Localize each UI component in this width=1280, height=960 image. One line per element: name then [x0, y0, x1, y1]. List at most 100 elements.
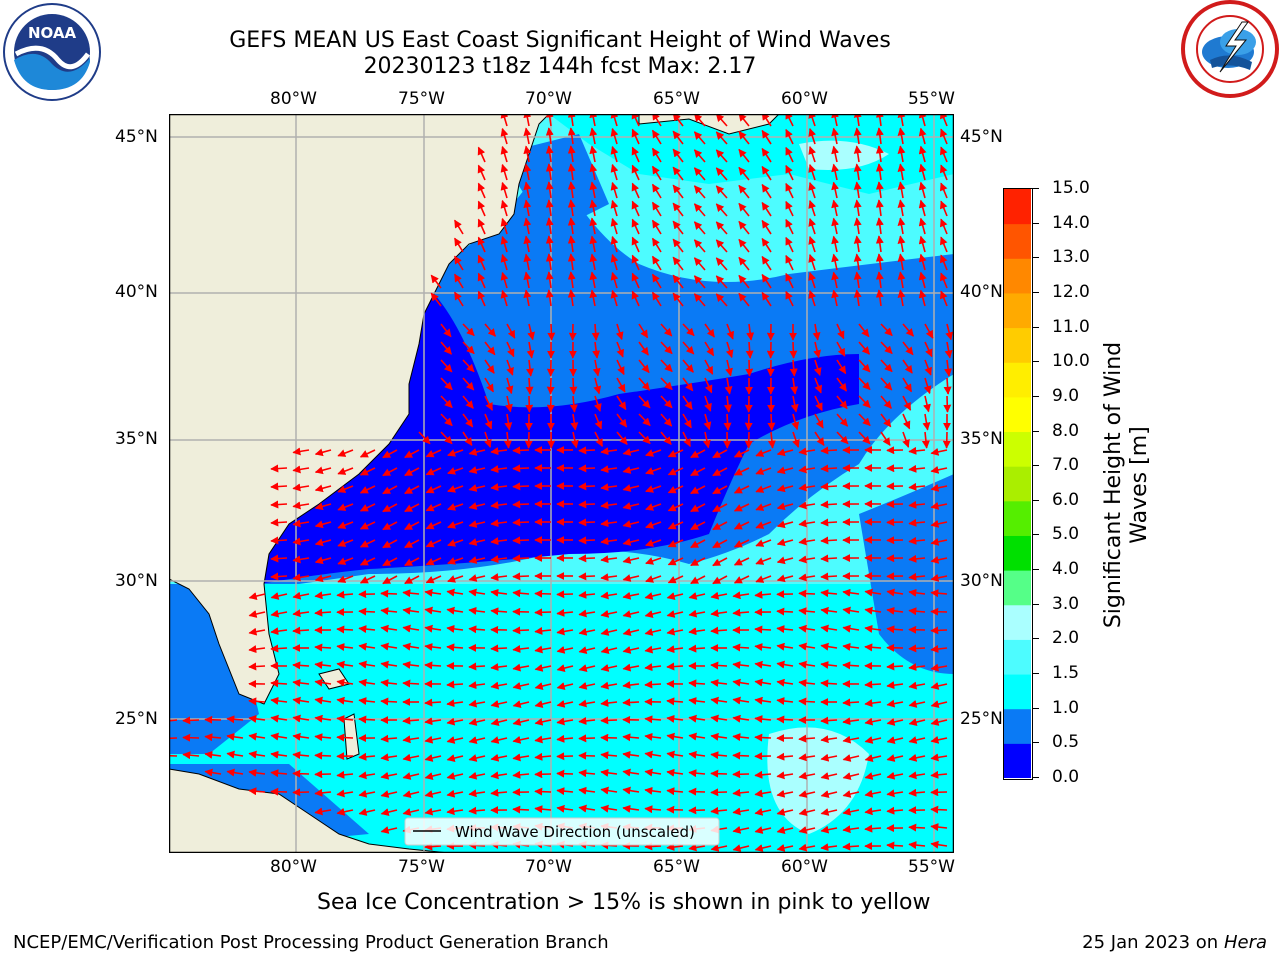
- wind-wave-arrow: [446, 717, 464, 726]
- wind-wave-arrow: [270, 554, 288, 563]
- wind-wave-arrow: [578, 646, 596, 654]
- wind-wave-arrow: [610, 217, 619, 235]
- wind-wave-arrow: [545, 235, 554, 253]
- wind-wave-arrow: [836, 359, 847, 375]
- wind-wave-arrow: [440, 413, 453, 427]
- wind-wave-arrow: [314, 520, 332, 529]
- wind-wave-arrow: [380, 826, 398, 834]
- wind-wave-arrow: [337, 575, 354, 583]
- wind-wave-arrow: [939, 272, 948, 289]
- wind-wave-arrow: [785, 182, 794, 199]
- wind-wave-arrow: [776, 520, 794, 529]
- wind-wave-arrow: [908, 500, 926, 509]
- wind-wave-arrow: [600, 537, 618, 546]
- wind-wave-arrow: [798, 519, 816, 528]
- wind-wave-arrow: [589, 181, 598, 199]
- wind-wave-arrow: [908, 482, 926, 491]
- wind-wave-arrow: [490, 607, 508, 616]
- wind-wave-arrow: [402, 772, 420, 780]
- wind-wave-arrow: [820, 536, 838, 545]
- wind-wave-arrow: [672, 220, 684, 235]
- wind-wave-arrow: [808, 128, 816, 145]
- colorbar-segment: [1004, 639, 1031, 675]
- lat-label-left: 45°N: [115, 127, 158, 147]
- wind-wave-arrow: [733, 539, 750, 548]
- wind-wave-arrow: [248, 787, 266, 796]
- wind-wave-arrow: [610, 163, 619, 181]
- wind-wave-arrow: [382, 539, 398, 549]
- wind-wave-arrow: [270, 627, 288, 636]
- wind-wave-arrow: [754, 625, 772, 634]
- wind-wave-arrow: [512, 700, 530, 708]
- wind-wave-arrow: [600, 786, 618, 795]
- wind-wave-arrow: [454, 219, 464, 235]
- colorbar-tick-mark: [1033, 673, 1039, 675]
- wind-wave-arrow: [382, 557, 398, 567]
- wind-wave-arrow: [776, 771, 794, 780]
- wind-wave-arrow: [754, 696, 772, 705]
- wind-wave-arrow: [790, 377, 799, 395]
- nws-logo: [1180, 0, 1280, 100]
- wind-wave-arrow: [875, 114, 884, 127]
- wind-wave-arrow: [712, 575, 728, 585]
- wind-wave-arrow: [930, 573, 948, 582]
- wind-wave-arrow: [525, 377, 534, 395]
- wind-wave-arrow: [600, 681, 618, 690]
- wind-wave-arrow: [820, 843, 838, 852]
- wind-wave-arrow: [512, 663, 530, 672]
- wind-wave-arrow: [688, 592, 706, 600]
- wind-wave-arrow: [754, 807, 772, 816]
- wind-wave-arrow: [622, 556, 640, 564]
- wind-wave-arrow: [908, 464, 926, 473]
- wind-wave-arrow: [447, 449, 464, 457]
- wind-wave-arrow: [490, 501, 508, 510]
- wind-wave-arrow: [930, 805, 948, 814]
- wind-wave-arrow: [523, 127, 532, 145]
- wind-wave-arrow: [446, 789, 464, 798]
- wind-wave-arrow: [943, 395, 952, 413]
- wind-wave-arrow: [776, 789, 794, 798]
- wind-wave-arrow: [610, 145, 619, 163]
- noaa-logo-text: NOAA: [28, 24, 77, 42]
- wind-wave-arrow: [534, 787, 552, 796]
- colorbar-tick-mark: [1033, 499, 1039, 501]
- wind-wave-arrow: [534, 645, 552, 654]
- wind-wave-arrow: [645, 521, 662, 529]
- wind-wave-arrow: [523, 163, 532, 181]
- wind-wave-arrow: [672, 184, 684, 199]
- wind-wave-arrow: [292, 537, 310, 546]
- colorbar-segment: [1004, 327, 1031, 363]
- wind-wave-arrow: [314, 678, 332, 687]
- wind-wave-arrow: [600, 555, 618, 564]
- wind-wave-arrow: [454, 291, 464, 307]
- wave-band-2-3: [767, 727, 869, 834]
- wind-wave-arrow: [358, 715, 376, 724]
- wind-wave-arrow: [292, 714, 310, 723]
- wind-wave-arrow: [688, 627, 706, 636]
- wind-wave-arrow: [462, 323, 475, 337]
- wind-wave-arrow: [446, 699, 464, 708]
- wind-wave-arrow: [842, 717, 860, 726]
- wind-wave-arrow: [424, 588, 442, 597]
- wind-wave-arrow: [292, 788, 310, 797]
- wind-wave-arrow: [660, 413, 673, 427]
- colorbar-segment: [1004, 258, 1031, 294]
- wind-wave-arrow: [930, 700, 948, 708]
- wind-wave-arrow: [798, 734, 816, 743]
- wind-wave-arrow: [732, 661, 750, 669]
- wind-wave-arrow: [710, 714, 728, 723]
- wind-wave-arrow: [732, 714, 750, 723]
- wind-wave-arrow: [600, 628, 618, 636]
- wind-wave-arrow: [776, 448, 794, 457]
- wind-wave-arrow: [226, 732, 244, 741]
- wind-wave-arrow: [336, 625, 354, 634]
- wind-wave-arrow: [853, 181, 862, 199]
- wind-wave-arrow: [798, 843, 816, 852]
- wind-wave-arrow: [897, 127, 906, 145]
- wind-wave-arrow: [447, 467, 464, 475]
- wind-wave-arrow: [836, 431, 849, 445]
- wind-wave-arrow: [820, 606, 838, 615]
- wind-wave-arrow: [645, 449, 662, 457]
- wind-wave-arrow: [644, 842, 662, 851]
- wind-wave-arrow: [660, 395, 673, 409]
